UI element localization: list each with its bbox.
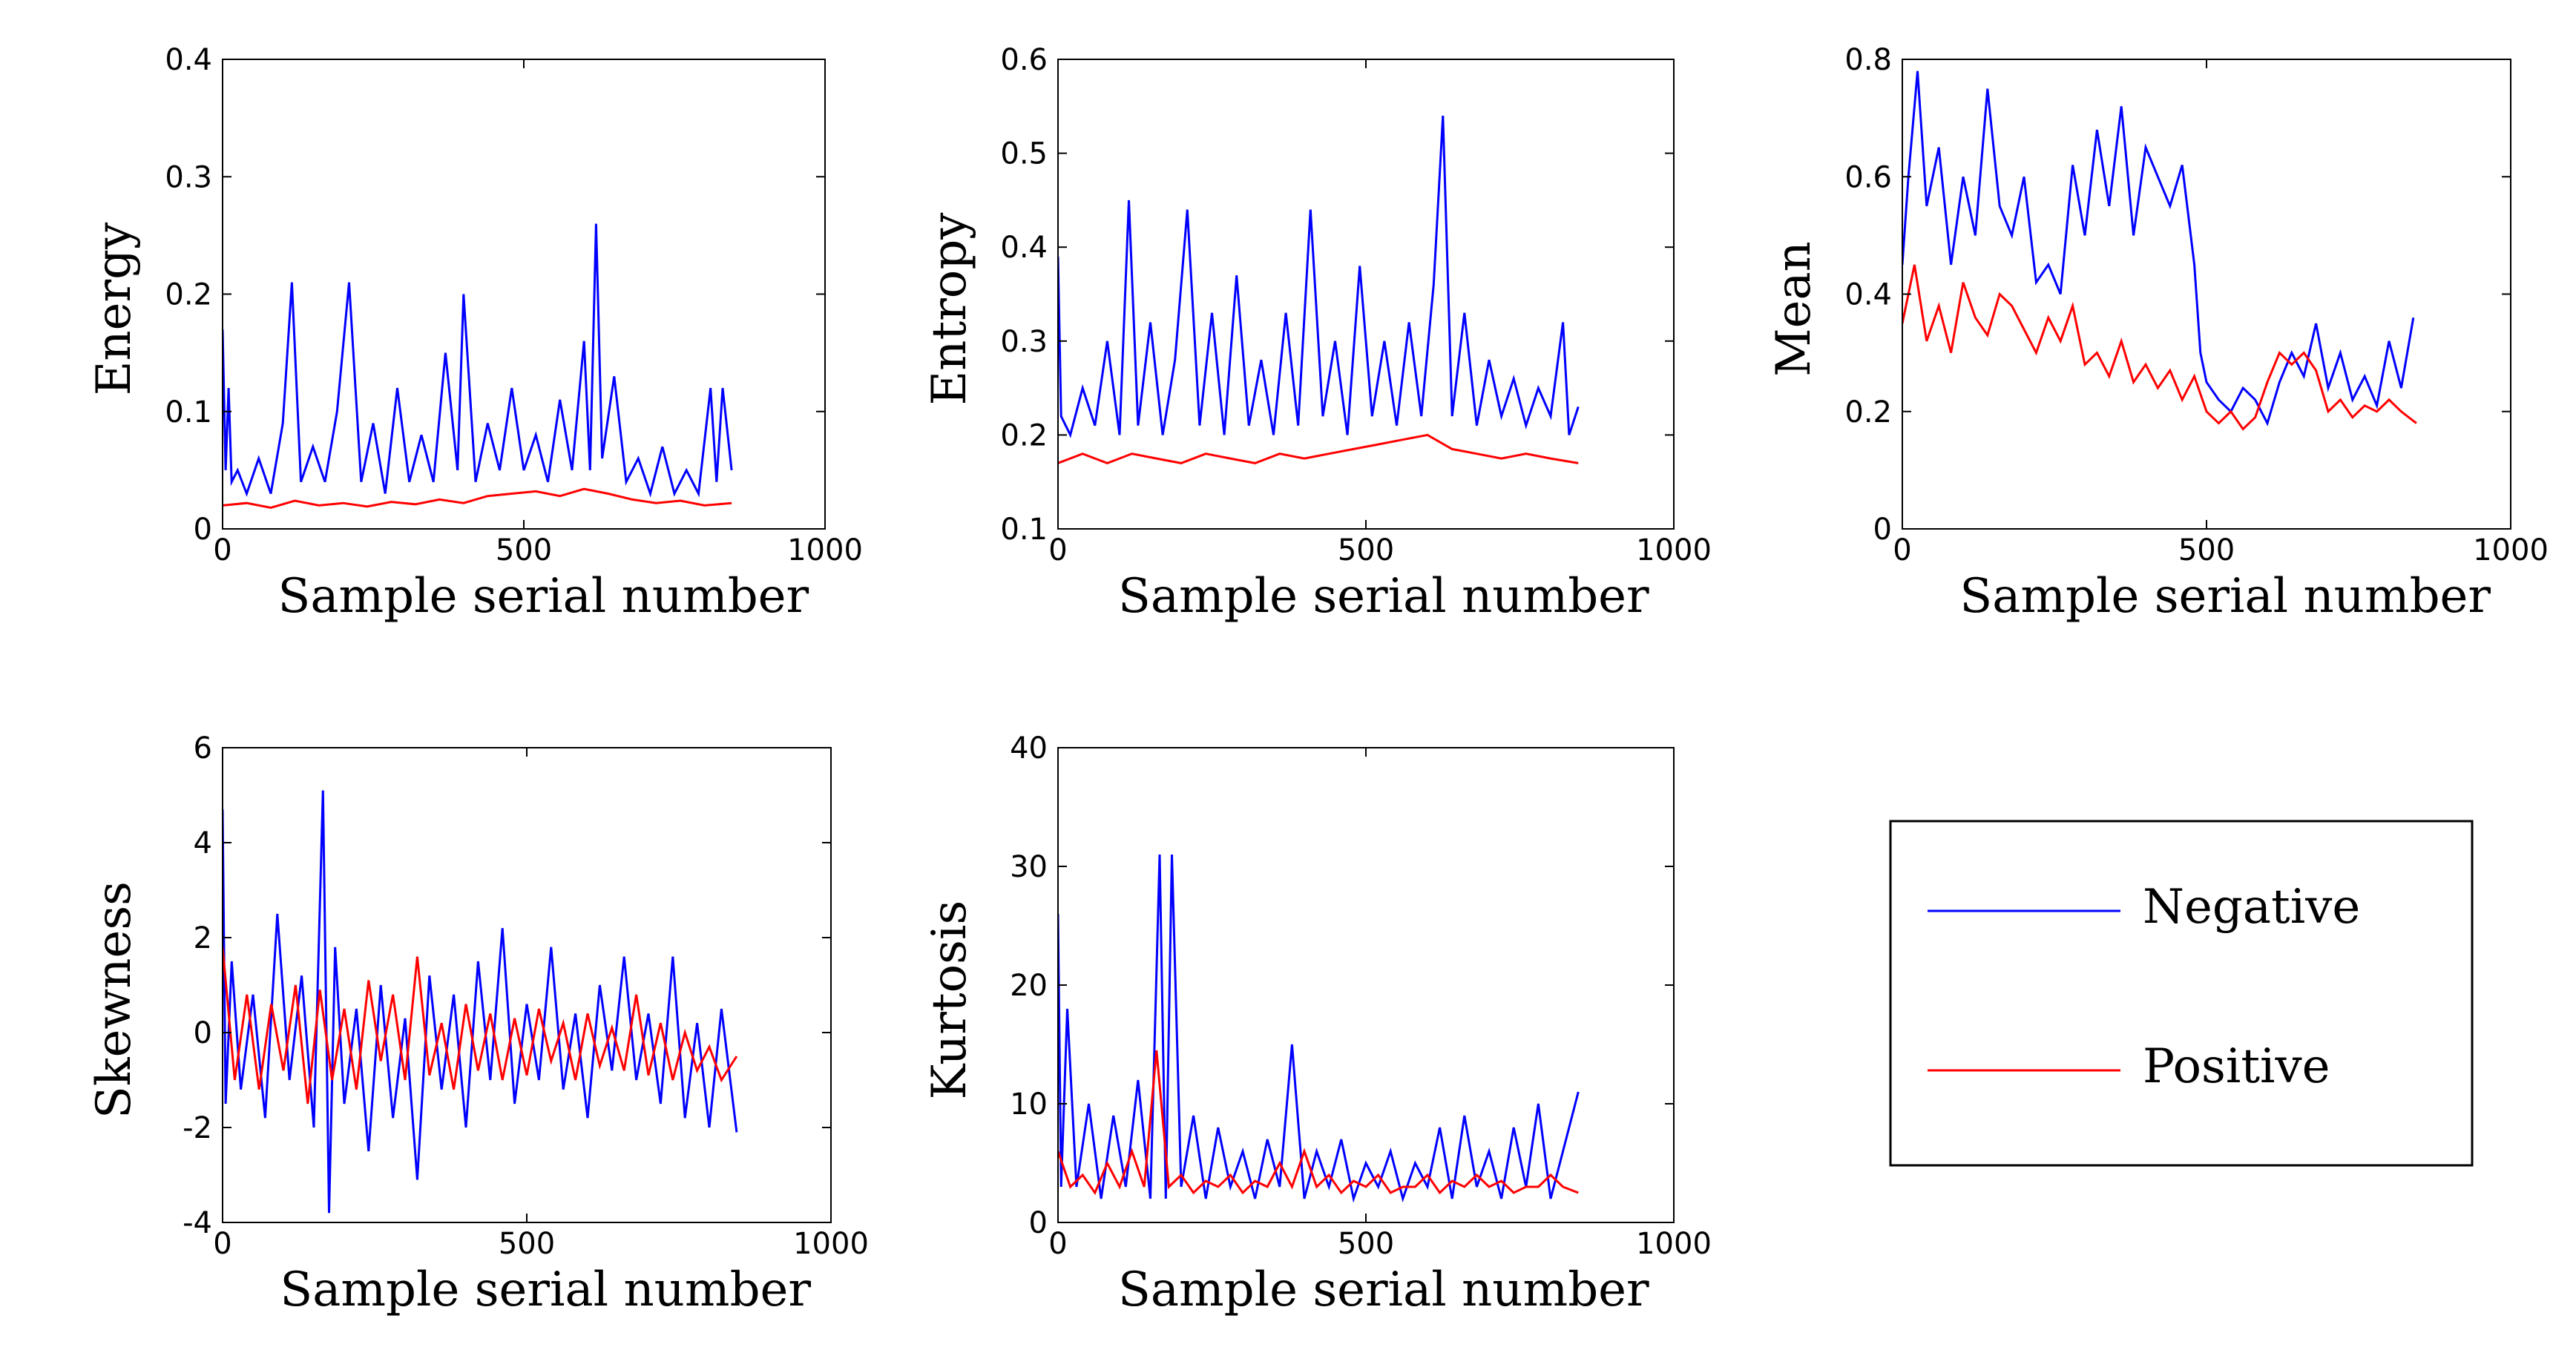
legend-box: [1889, 820, 2474, 1167]
x-tick-label: 0: [213, 1227, 231, 1261]
y-tick-label: 0.2: [1000, 418, 1048, 452]
x-tick-label: 0: [1048, 533, 1067, 567]
legend-label-positive: Positive: [2143, 1039, 2330, 1094]
y-tick-label: 6: [194, 731, 212, 766]
y-tick-label: 0.2: [165, 278, 212, 312]
chart-skewness: 0 500 1000 -4 -2 0 2 4 6 Sample serial number Skew…: [87, 731, 869, 1317]
series-negative-line: [1058, 115, 1580, 438]
series-negative-line: [1902, 70, 2415, 427]
chart-mean: 0 500 1000 0 0.2 0.4 0.6 0.8 Sample serial numbe…: [1767, 43, 2549, 624]
y-tick-label: 40: [1010, 731, 1048, 766]
y-tick-label: 0.4: [1844, 278, 1892, 312]
y-axis-title: Energy: [87, 223, 142, 396]
y-tick-label: 0.5: [1000, 137, 1048, 171]
series-positive-line: [1902, 264, 2417, 431]
series-negative-line: [223, 790, 738, 1214]
x-tick-label: 1000: [1636, 533, 1712, 567]
y-tick-label: 0.4: [165, 43, 212, 77]
series-positive-line: [223, 487, 732, 510]
plot-frame: [1057, 59, 1675, 530]
y-tick-label: 0: [1873, 513, 1892, 547]
x-axis-title: Sample serial number: [1959, 569, 2491, 624]
plot-frame: [1057, 747, 1675, 1223]
x-tick-label: 0: [1893, 533, 1911, 567]
y-tick-label: 0: [194, 1016, 212, 1050]
y-tick-label: -2: [183, 1111, 212, 1145]
x-tick-label: 500: [2178, 533, 2235, 567]
legend: Negative Positive: [1889, 820, 2474, 1167]
x-tick-label: 500: [1338, 1227, 1394, 1261]
y-axis-title: Entropy: [922, 213, 977, 406]
series-positive-line: [223, 947, 738, 1105]
y-tick-label: 4: [194, 826, 212, 860]
series-positive-line: [1058, 1050, 1579, 1196]
x-tick-label: 0: [1048, 1227, 1067, 1261]
legend-label-negative: Negative: [2143, 880, 2360, 935]
plot-frame: [1902, 59, 2511, 530]
y-tick-label: 2: [194, 921, 212, 955]
x-tick-label: 1000: [1636, 1227, 1712, 1261]
x-tick-label: 0: [213, 533, 231, 567]
plot-frame: [222, 747, 832, 1223]
chart-energy: 0 500 1000 0 0.1 0.2 0.3 0.4 Sample serial numbe…: [87, 43, 863, 624]
plot-frame: [222, 59, 826, 530]
y-axis-title: Skewness: [87, 881, 142, 1119]
x-tick-label: 500: [499, 1227, 555, 1261]
y-tick-label: 0.6: [1844, 160, 1892, 194]
y-tick-label: 0: [1029, 1206, 1048, 1240]
y-tick-label: 0.8: [1844, 43, 1892, 77]
y-tick-label: 0.1: [165, 395, 212, 429]
chart-entropy: 0 500 1000 0.1 0.2 0.3 0.4 0.5 0.6 Sample serial …: [922, 43, 1712, 624]
y-tick-label: 10: [1010, 1087, 1048, 1122]
x-tick-label: 1000: [787, 533, 863, 567]
x-axis-title: Sample serial number: [280, 1263, 811, 1317]
x-tick-label: 1000: [793, 1227, 869, 1261]
x-tick-label: 500: [496, 533, 552, 567]
y-tick-label: 0.2: [1844, 395, 1892, 429]
series-positive-line: [1058, 433, 1579, 465]
x-axis-title: Sample serial number: [1118, 1263, 1649, 1317]
y-tick-label: 0: [194, 513, 212, 547]
y-tick-label: 0.3: [165, 160, 212, 194]
y-tick-label: 0.6: [1000, 43, 1048, 77]
y-tick-label: 0.3: [1000, 325, 1048, 359]
series-negative-line: [1058, 854, 1580, 1203]
y-tick-label: -4: [183, 1206, 212, 1240]
y-tick-label: 0.1: [1000, 513, 1048, 547]
series-negative-line: [223, 223, 733, 498]
y-tick-label: 20: [1010, 969, 1048, 1003]
y-tick-label: 30: [1010, 850, 1048, 884]
y-tick-label: 0.4: [1000, 231, 1048, 265]
y-axis-title: Mean: [1767, 241, 1821, 377]
x-tick-label: 500: [1338, 533, 1394, 567]
y-axis-title: Kurtosis: [922, 901, 977, 1100]
x-axis-title: Sample serial number: [1118, 569, 1649, 624]
x-tick-label: 1000: [2473, 533, 2549, 567]
x-axis-title: Sample serial number: [277, 569, 809, 624]
chart-kurtosis: 0 500 1000 0 10 20 30 40 Sample serial number Kur…: [922, 731, 1712, 1317]
